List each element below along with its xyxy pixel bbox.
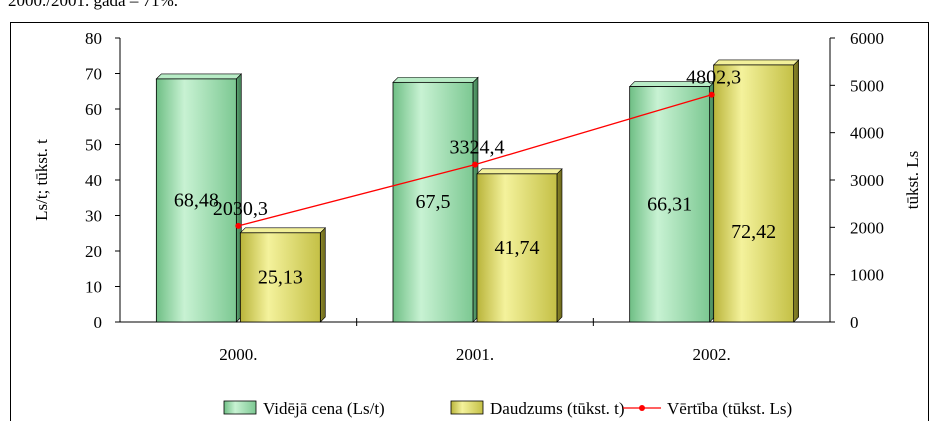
left-tick-label-1: 10 bbox=[85, 278, 102, 297]
right-tick-label-0: 0 bbox=[850, 313, 859, 332]
left-tick-label-7: 70 bbox=[85, 65, 102, 84]
bar-side-1-0 bbox=[320, 227, 326, 323]
bar-0-2 bbox=[628, 80, 716, 323]
legend-label-1: Daudzums (tūkst. t) bbox=[490, 399, 625, 418]
bar-top-0-0 bbox=[155, 73, 243, 80]
left-tick-label-2: 20 bbox=[85, 242, 102, 261]
bar-face-1-1 bbox=[476, 173, 558, 323]
bar-face-1-0 bbox=[239, 232, 321, 323]
right-tick-label-4: 4000 bbox=[850, 124, 884, 143]
bar-top-0-1 bbox=[392, 77, 479, 83]
bar-top-1-2 bbox=[712, 59, 800, 66]
bar-top-1-1 bbox=[476, 168, 563, 175]
right-tick-label-2: 2000 bbox=[850, 218, 884, 237]
x-tick-label-2: 2002. bbox=[693, 345, 731, 364]
bar-side-1-2 bbox=[793, 59, 799, 323]
bar-side-1-1 bbox=[556, 168, 563, 323]
bar-face-0-2 bbox=[629, 86, 711, 323]
x-tick-label-1: 2001. bbox=[456, 345, 494, 364]
x-tick-label-0: 2000. bbox=[219, 345, 257, 364]
bar-1-0 bbox=[239, 227, 327, 323]
line-data-label-2: 4802,3 bbox=[686, 67, 741, 89]
line-point-2 bbox=[708, 91, 715, 98]
left-axis-label: Ls/t; tūkst. t bbox=[32, 139, 51, 221]
bar-face-0-0 bbox=[155, 78, 237, 323]
legend: Vidējā cena (Ls/t) Daudzums (tūkst. t) V… bbox=[223, 399, 792, 418]
left-tick-label-4: 40 bbox=[85, 171, 102, 190]
bar-1-1 bbox=[476, 168, 563, 323]
left-tick-label-0: 0 bbox=[94, 313, 103, 332]
right-tick-label-1: 1000 bbox=[850, 266, 884, 285]
preceding-text-fragment: 2000./2001. gadā – 71%. bbox=[8, 0, 178, 10]
line-data-label-0: 2030,3 bbox=[213, 198, 268, 220]
legend-item-1: Daudzums (tūkst. t) bbox=[450, 399, 625, 418]
right-tick-label-3: 3000 bbox=[850, 171, 884, 190]
bar-data-label-0-0: 68,48 bbox=[174, 189, 219, 211]
bar-data-label-1-2: 72,42 bbox=[731, 221, 776, 243]
bar-data-label-1-0: 25,13 bbox=[258, 266, 303, 288]
right-tick-label-5: 5000 bbox=[850, 76, 884, 95]
right-tick-label-6: 6000 bbox=[850, 29, 884, 48]
line-point-0 bbox=[235, 222, 242, 229]
bar-face-0-1 bbox=[392, 81, 474, 323]
legend-label-2: Vērtība (tūkst. Ls) bbox=[667, 399, 792, 418]
left-tick-label-5: 50 bbox=[85, 136, 102, 155]
legend-item-0: Vidējā cena (Ls/t) bbox=[223, 399, 385, 418]
left-tick-label-6: 60 bbox=[85, 100, 102, 119]
bar-data-label-0-2: 66,31 bbox=[647, 193, 692, 215]
bar-top-1-0 bbox=[239, 227, 327, 234]
left-tick-label-3: 30 bbox=[85, 207, 102, 226]
line-data-label-1: 3324,4 bbox=[450, 137, 505, 159]
bar-0-1 bbox=[392, 76, 479, 323]
bar-0-0 bbox=[155, 73, 243, 323]
legend-marker-2 bbox=[639, 405, 645, 411]
legend-swatch-1 bbox=[450, 400, 484, 415]
right-axis-label: tūkst. Ls bbox=[903, 151, 922, 210]
legend-label-0: Vidējā cena (Ls/t) bbox=[263, 399, 385, 418]
left-tick-label-8: 80 bbox=[85, 29, 102, 48]
legend-item-2: Vērtība (tūkst. Ls) bbox=[623, 399, 792, 418]
chart-frame bbox=[10, 22, 929, 421]
bar-1-2 bbox=[712, 59, 800, 323]
bar-face-1-2 bbox=[713, 64, 795, 323]
line-point-1 bbox=[472, 161, 478, 168]
bar-data-label-0-1: 67,5 bbox=[416, 191, 451, 213]
legend-swatch-0 bbox=[223, 400, 257, 415]
bar-data-label-1-1: 41,74 bbox=[495, 237, 540, 259]
